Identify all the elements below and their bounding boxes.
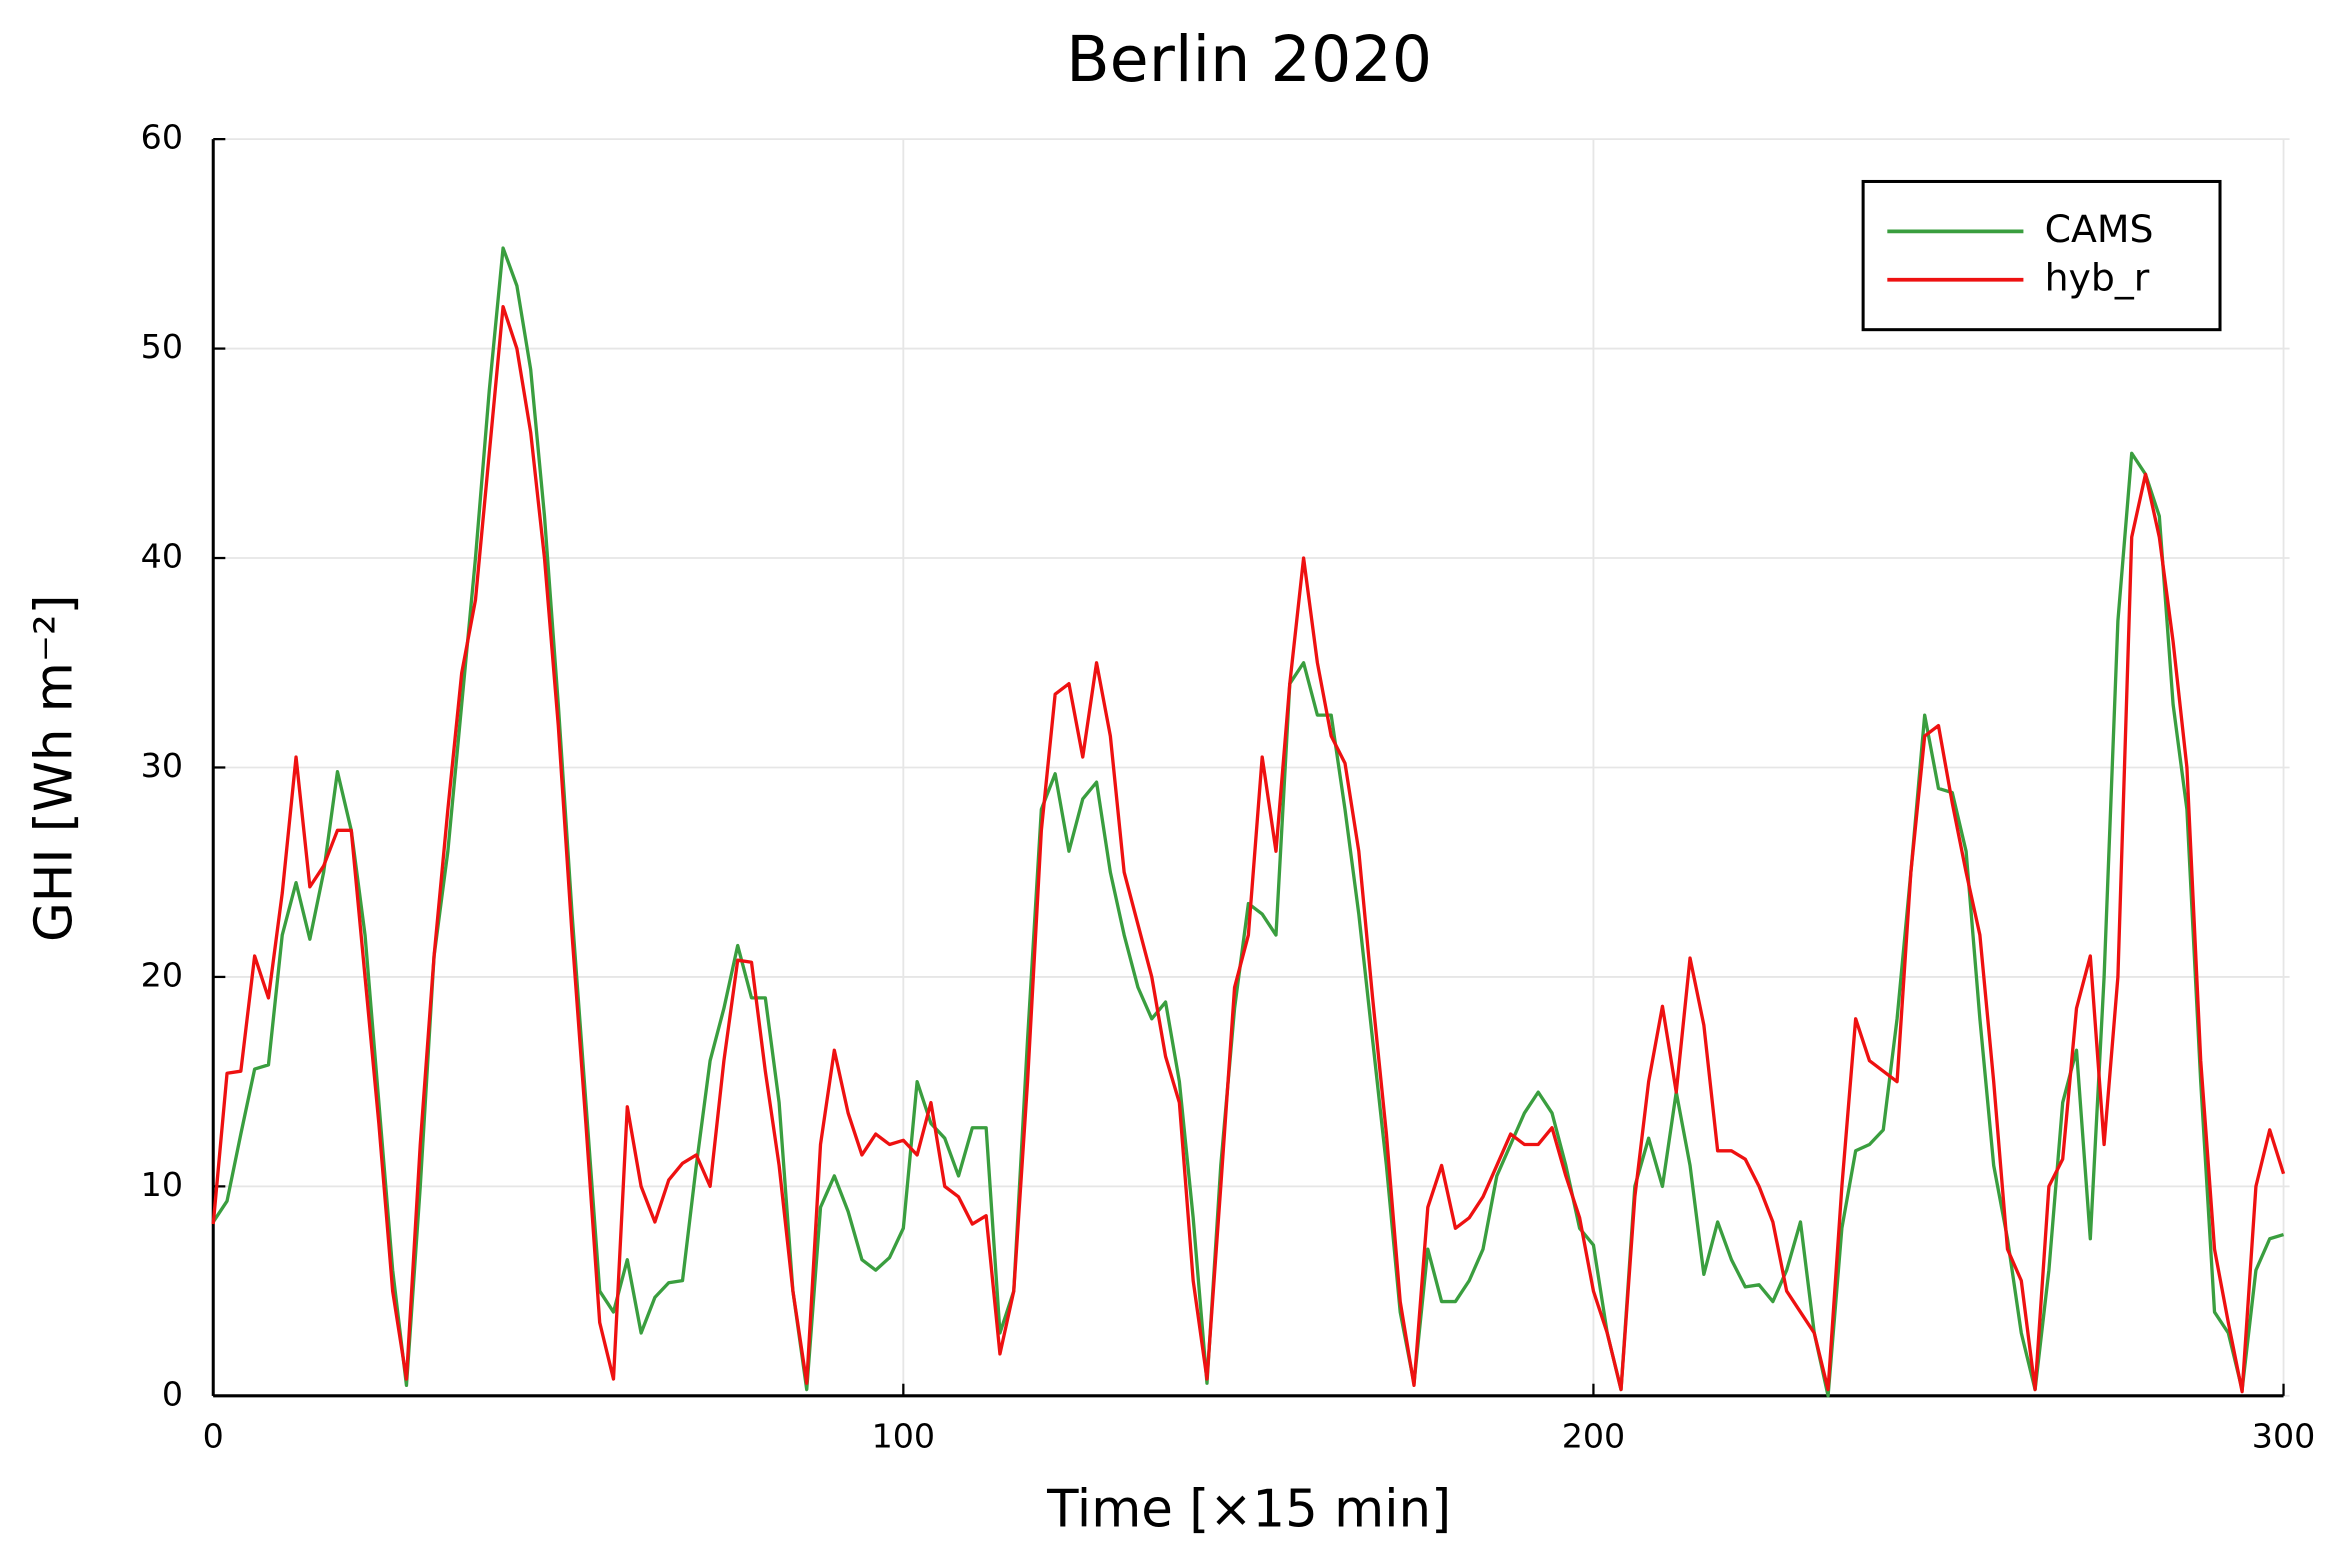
y-tick-label: 20 xyxy=(141,955,183,994)
legend-label: CAMS xyxy=(2045,207,2154,251)
legend-label: hyb_r xyxy=(2045,255,2150,299)
x-tick-label: 0 xyxy=(203,1417,224,1456)
x-tick-label: 300 xyxy=(2252,1417,2315,1456)
y-tick-label: 40 xyxy=(141,537,183,576)
data-line xyxy=(211,305,2286,1394)
y-tick-label: 0 xyxy=(162,1374,183,1413)
y-axis-label: GHI [Wh m⁻²] xyxy=(24,594,84,942)
chart-title: Berlin 2020 xyxy=(1066,22,1432,96)
legend-box xyxy=(1861,179,2222,332)
y-tick-label: 30 xyxy=(141,746,183,785)
data-line xyxy=(211,246,2285,1398)
y-tick-label: 50 xyxy=(141,327,183,366)
x-axis-label: Time [×15 min] xyxy=(1046,1479,1451,1539)
y-tick-label: 60 xyxy=(141,118,183,157)
x-tick-label: 100 xyxy=(872,1417,935,1456)
x-tick-label: 200 xyxy=(1562,1417,1625,1456)
y-tick-label: 10 xyxy=(141,1165,183,1204)
